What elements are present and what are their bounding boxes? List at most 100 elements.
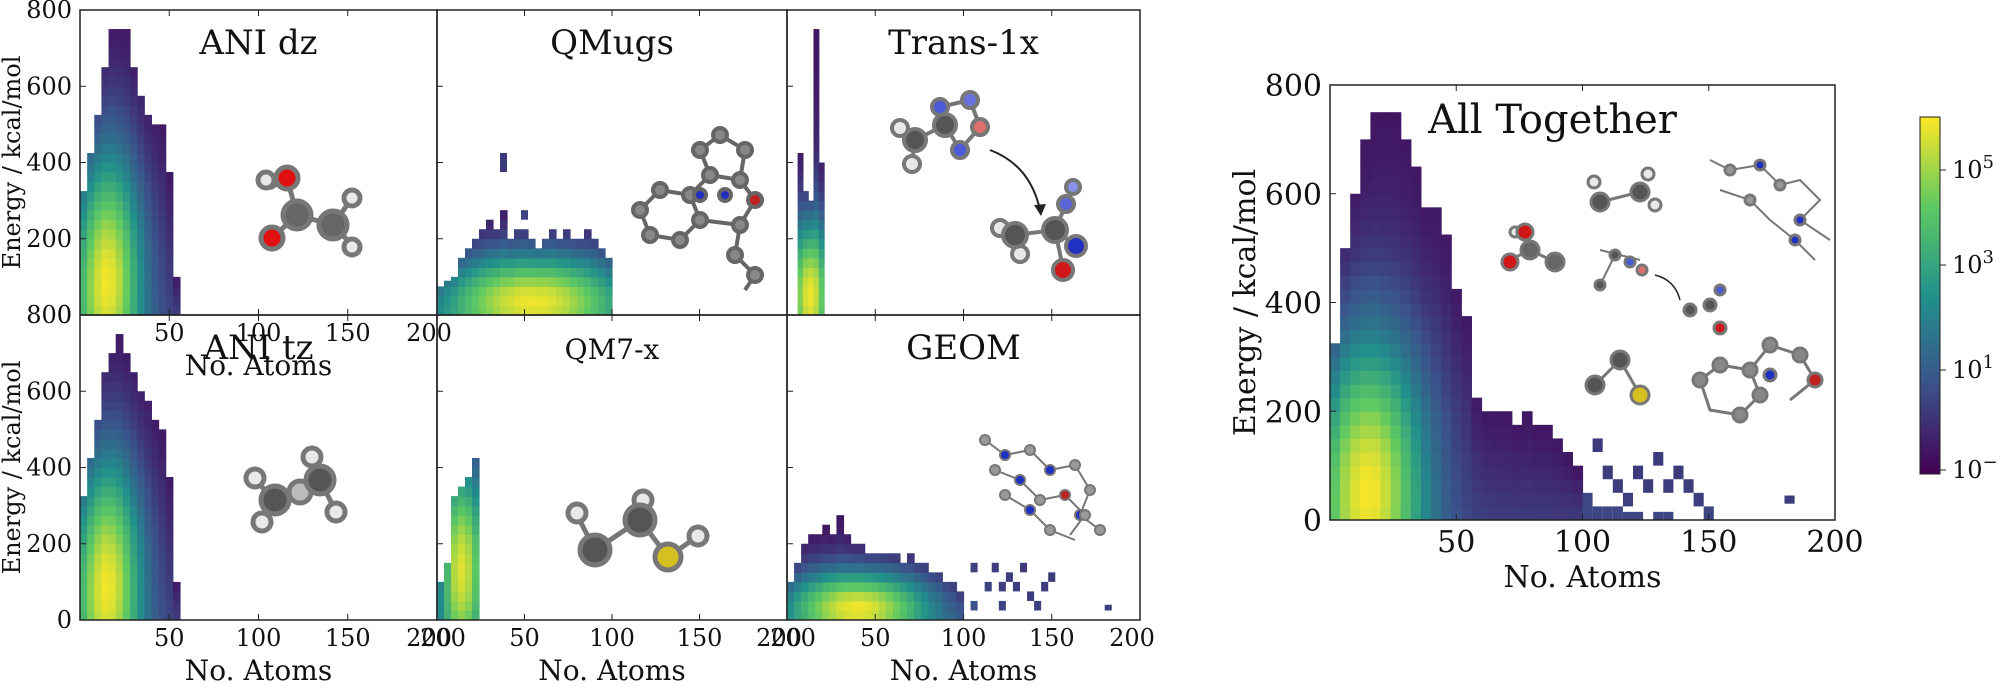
y-tick-label: 800 xyxy=(26,0,72,24)
heatmap-cell xyxy=(458,286,466,297)
heatmap-cell xyxy=(108,286,117,297)
heatmap-cell xyxy=(129,152,138,164)
heatmap-cell xyxy=(129,496,138,507)
heatmap-cell xyxy=(528,295,536,307)
heatmap-cell xyxy=(802,248,809,259)
heatmap-cell xyxy=(542,257,550,268)
heatmap-cell xyxy=(458,295,466,307)
heatmap-cell xyxy=(500,257,508,268)
heatmap-cell xyxy=(451,276,459,288)
qmugs-molecule-icon xyxy=(631,126,764,292)
heatmap-cell xyxy=(549,305,557,315)
heatmap-cell xyxy=(801,543,809,554)
heatmap-cell xyxy=(878,591,887,602)
heatmap-cell xyxy=(1380,261,1392,276)
heatmap-cell xyxy=(1390,275,1402,290)
heatmap-cell xyxy=(1501,506,1513,520)
heatmap-cell xyxy=(115,524,124,535)
heatmap-cell xyxy=(165,276,174,288)
heatmap-cell xyxy=(122,229,131,240)
heatmap-cell xyxy=(563,267,571,278)
heatmap-cell xyxy=(129,372,138,383)
heatmap-cell xyxy=(144,467,152,478)
heatmap-cell xyxy=(94,486,103,497)
heatmap-cell xyxy=(101,543,110,554)
heatmap-cell xyxy=(797,238,804,249)
heatmap-cell xyxy=(1330,506,1341,520)
heatmap-cell xyxy=(1330,465,1341,480)
panel-title: Trans-1x xyxy=(888,23,1039,63)
heatmap-cell xyxy=(1380,302,1392,317)
heatmap-cell xyxy=(1340,384,1351,399)
heatmap-cell xyxy=(87,543,95,554)
heatmap-cell xyxy=(115,200,124,211)
heatmap-cell xyxy=(144,429,152,440)
heatmap-cell xyxy=(1360,492,1371,508)
heatmap-cell xyxy=(115,572,124,583)
panel-title: All Together xyxy=(1427,97,1678,143)
heatmap-cell xyxy=(472,467,480,478)
heatmap-cell xyxy=(899,600,908,612)
heatmap-cell xyxy=(158,210,167,221)
heatmap-cell xyxy=(1532,424,1543,440)
heatmap-cell xyxy=(144,172,152,183)
heatmap-cell xyxy=(122,534,131,545)
heatmap-cell xyxy=(458,572,466,583)
heatmap-cell xyxy=(1380,316,1392,331)
heatmap-cell xyxy=(570,286,578,297)
heatmap-cell xyxy=(94,610,103,620)
heatmap-cell xyxy=(563,229,571,240)
heatmap-cell xyxy=(493,267,501,278)
heatmap-cell xyxy=(871,562,880,573)
heatmap-cell xyxy=(137,486,145,497)
heatmap-cell xyxy=(144,200,152,211)
heatmap-cell xyxy=(1461,329,1472,344)
heatmap-cell xyxy=(794,572,802,583)
heatmap-cell xyxy=(801,581,809,593)
heatmap-cell xyxy=(137,457,145,469)
heatmap-cell xyxy=(885,581,894,593)
heatmap-cell xyxy=(584,257,592,268)
heatmap-cell xyxy=(1461,465,1472,480)
heatmap-cells xyxy=(80,334,181,620)
heatmap-cell xyxy=(584,248,592,259)
heatmap-cell xyxy=(108,305,117,315)
heatmap-cell xyxy=(1380,465,1392,480)
heatmap-cell xyxy=(797,181,804,192)
heatmap-cell xyxy=(808,534,816,545)
heatmap-cell xyxy=(1461,411,1472,426)
heatmap-cell xyxy=(151,305,160,315)
heatmap-cell xyxy=(1542,492,1553,508)
heatmap-cell xyxy=(115,534,124,545)
heatmap-cell xyxy=(549,257,557,268)
x-tick-label: 150 xyxy=(1680,525,1737,560)
heatmap-cell xyxy=(458,562,466,573)
heatmap-cell xyxy=(94,505,103,516)
heatmap-cell xyxy=(907,581,915,593)
y-tick-label: 400 xyxy=(1265,287,1322,322)
heatmap-cell xyxy=(570,238,578,249)
heatmap-cell xyxy=(115,505,124,516)
heatmap-cell xyxy=(1390,288,1402,304)
heatmap-cell xyxy=(129,553,138,564)
heatmap-cell xyxy=(493,295,501,307)
heatmap-cell xyxy=(101,600,110,612)
heatmap-cell xyxy=(500,305,508,315)
heatmap-cell xyxy=(165,600,174,612)
heatmap-cell xyxy=(528,305,536,315)
heatmap-cell xyxy=(444,610,452,620)
heatmap-cell xyxy=(797,248,804,259)
heatmap-cell xyxy=(137,429,145,440)
heatmap-cell xyxy=(1380,248,1392,263)
heatmap-cell xyxy=(158,181,167,192)
heatmap-cell xyxy=(850,591,859,602)
heatmap-cell xyxy=(521,257,529,268)
heatmap-cell xyxy=(1431,370,1442,385)
heatmap-cell xyxy=(850,581,859,593)
heatmap-cell xyxy=(165,534,174,545)
heatmap-cell xyxy=(857,572,866,583)
heatmap-cell xyxy=(451,524,459,535)
heatmap-cell xyxy=(129,591,138,602)
heatmap-cell xyxy=(451,534,459,545)
